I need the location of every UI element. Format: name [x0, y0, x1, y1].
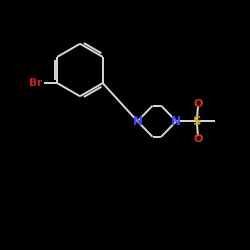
Text: O: O [193, 99, 203, 109]
Text: N: N [171, 115, 181, 128]
Text: O: O [193, 134, 203, 144]
Text: S: S [192, 115, 201, 128]
Text: N: N [132, 115, 142, 128]
Text: Br: Br [29, 78, 42, 88]
